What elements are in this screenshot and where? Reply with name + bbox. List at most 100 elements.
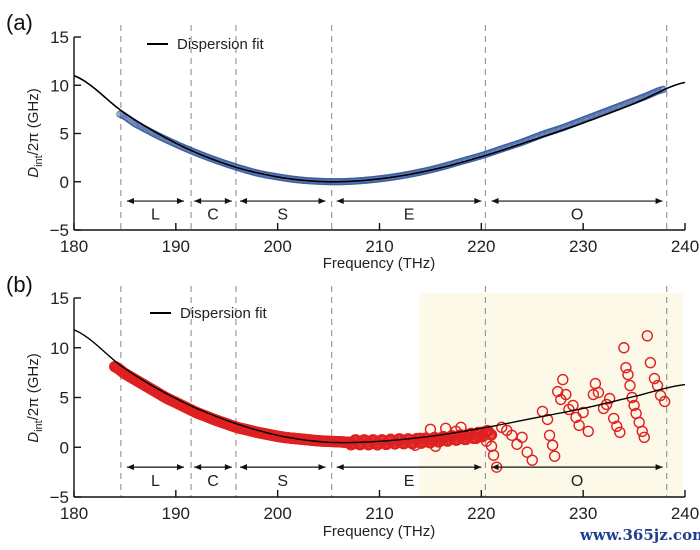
band-S: S: [239, 198, 326, 223]
y-axis-title-rest: /2π (GHz): [25, 353, 42, 420]
data-point: [624, 379, 636, 392]
data-point: [628, 399, 640, 412]
x-tick-label: 220: [467, 504, 495, 523]
x-tick-label: 180: [60, 237, 88, 256]
data-point: [582, 425, 594, 438]
panel-a-label: (a): [6, 10, 33, 35]
band-label: L: [151, 473, 160, 490]
x-tick-label: 210: [365, 504, 393, 523]
x-tick-label: 190: [162, 504, 190, 523]
data-point: [654, 389, 667, 402]
data-point: [563, 403, 575, 416]
data-point: [636, 425, 648, 438]
highlight-region-rect: [419, 293, 683, 497]
data-point: [603, 392, 616, 405]
data-point: [614, 426, 626, 439]
y-tick-label: 15: [50, 289, 69, 308]
y-axis-title: Dint/2π (GHz): [25, 88, 45, 178]
x-tick-label: 230: [569, 237, 597, 256]
x-tick-label: 180: [60, 504, 88, 523]
y-tick-label: 10: [50, 339, 69, 358]
dispersion-fit-line: [73, 74, 686, 183]
svg-text:Dint/2π (GHz): Dint/2π (GHz): [25, 353, 45, 443]
arrowhead-left-icon: [336, 198, 344, 205]
band-E: E: [336, 464, 482, 490]
axes: 180 190 200 210 220 230 240 −5 0 5 10 15: [50, 28, 700, 256]
band-label: O: [571, 473, 583, 490]
legend: Dispersion fit: [150, 305, 268, 322]
band-label: C: [207, 473, 219, 490]
data-point: [516, 431, 528, 443]
band-label: L: [151, 206, 160, 223]
arrowhead-right-icon: [176, 198, 184, 205]
highlight-region: [419, 293, 683, 497]
x-tick-label: 200: [263, 504, 291, 523]
data-point: [622, 368, 634, 381]
data-point: [577, 406, 589, 419]
measured-points: [109, 330, 671, 473]
y-tick-label: 5: [60, 125, 69, 144]
y-tick-label: −5: [50, 221, 69, 240]
data-point: [573, 419, 585, 432]
data-point: [641, 330, 654, 342]
x-tick-label: 210: [365, 237, 393, 256]
band-label: E: [404, 206, 415, 223]
axes: 180 190 200 210 220 230 240 −5 0 5 10 15: [50, 289, 700, 523]
x-tick-label: 190: [162, 237, 190, 256]
band-E: E: [336, 198, 482, 223]
arrowhead-left-icon: [336, 464, 344, 471]
band-label: O: [571, 206, 583, 223]
arrowhead-left-icon: [239, 464, 247, 471]
y-axis-title-main: D: [25, 432, 42, 443]
band-label: C: [207, 206, 219, 223]
data-point: [487, 449, 500, 461]
legend: Dispersion fit: [147, 36, 265, 53]
arrowhead-right-icon: [655, 198, 663, 205]
data-point: [644, 356, 657, 369]
svg-text:Dint/2π (GHz): Dint/2π (GHz): [25, 88, 45, 178]
band-boundaries: [120, 286, 668, 497]
data-point: [481, 424, 494, 437]
arrowhead-left-icon: [126, 198, 134, 205]
x-axis-title: Frequency (THz): [323, 255, 436, 272]
watermark: www.365jz.com: [579, 526, 700, 544]
y-tick-label: −5: [50, 488, 69, 507]
x-tick-label: 240: [671, 504, 699, 523]
y-tick-label: 0: [60, 438, 69, 457]
y-axis-title-sub: int: [33, 420, 45, 432]
y-tick-label: 5: [60, 389, 69, 408]
x-axis-title: Frequency (THz): [323, 523, 436, 540]
data-point: [521, 446, 533, 458]
data-point: [648, 372, 661, 385]
data-point: [429, 440, 442, 452]
arrowhead-right-icon: [176, 464, 184, 471]
band-label: E: [404, 473, 415, 490]
data-point: [424, 423, 437, 436]
y-tick-label: 0: [60, 173, 69, 192]
x-tick-label: 220: [467, 237, 495, 256]
arrowhead-right-icon: [318, 198, 326, 205]
data-point: [546, 439, 559, 451]
band-label: S: [277, 206, 288, 223]
x-tick-label: 200: [263, 237, 291, 256]
data-point: [638, 431, 650, 443]
y-axis-title-main: D: [25, 167, 42, 178]
y-tick-label: 15: [50, 28, 69, 47]
data-point: [475, 426, 488, 439]
arrowhead-left-icon: [239, 198, 247, 205]
data-point: [658, 395, 671, 408]
y-axis-title-sub: int: [33, 155, 45, 167]
x-tick-label: 230: [569, 504, 597, 523]
data-point: [548, 450, 561, 462]
band-L: L: [126, 464, 184, 490]
data-point: [557, 373, 569, 386]
measured-points: [116, 85, 668, 186]
data-point: [611, 420, 623, 433]
band-boundaries: [120, 25, 668, 230]
arrowhead-right-icon: [474, 198, 482, 205]
data-point: [541, 413, 554, 426]
data-point: [618, 342, 630, 354]
